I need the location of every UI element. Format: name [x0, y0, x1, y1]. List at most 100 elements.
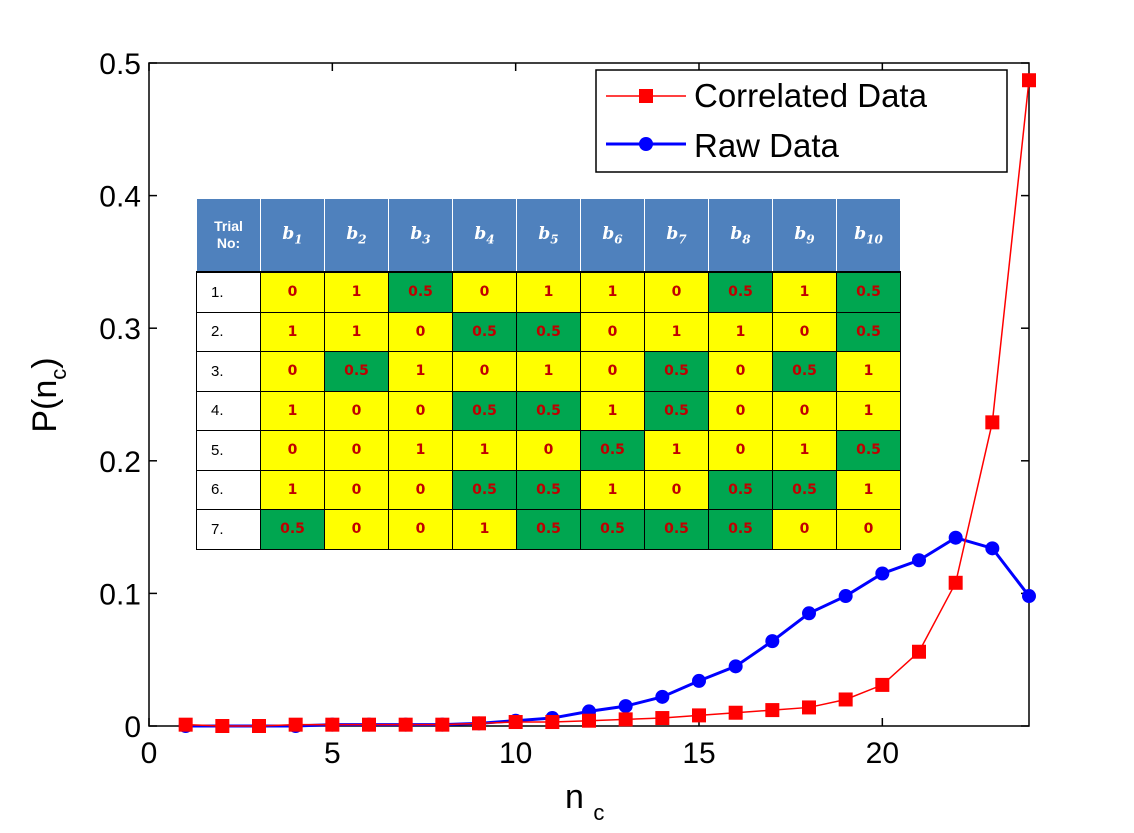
correlated-data-point — [178, 717, 193, 732]
correlated-data-point — [435, 717, 450, 732]
header-trial-no-line: Trial — [214, 218, 243, 234]
raw-data-point — [692, 673, 706, 688]
table-cell: 0.5 — [516, 390, 581, 431]
correlated-data-point — [765, 703, 780, 718]
x-tick-label: 0 — [141, 737, 158, 770]
y-tick-label: 0.2 — [99, 446, 141, 479]
table-cell: 0 — [644, 271, 709, 313]
correlated-data-point — [838, 692, 853, 707]
row-label: 1. — [196, 271, 261, 313]
table-cell: 0.5 — [580, 430, 645, 471]
correlated-data-point — [398, 717, 413, 732]
table-cell: 0 — [388, 469, 453, 510]
raw-data-point — [875, 566, 890, 581]
x-axis-label: n c — [565, 778, 604, 825]
table-cell: 1 — [580, 469, 645, 510]
table-cell: 1 — [836, 390, 901, 431]
table-cell: 0.5 — [708, 509, 773, 550]
raw-data-point — [765, 634, 780, 649]
table-cell: 0 — [452, 271, 517, 313]
raw-data-point — [655, 689, 670, 704]
header-base: b — [666, 223, 679, 244]
table-cell: 0.5 — [260, 509, 325, 550]
legend-marker-raw — [639, 137, 653, 151]
raw-data-point — [912, 553, 926, 568]
correlated-data-point — [985, 415, 1000, 430]
header-sub: 7 — [678, 232, 687, 247]
table-cell: 0.5 — [516, 509, 581, 550]
header-base: b — [854, 223, 867, 244]
header-b2: b2 — [324, 198, 389, 273]
table-cell: 1 — [836, 351, 901, 392]
legend-label-raw: Raw Data — [694, 127, 840, 164]
x-tick-label: 5 — [324, 737, 341, 770]
table-cell: 1 — [388, 430, 453, 471]
table-row: 1. 0 1 0.5 0 1 1 0 0.5 1 0.5 — [196, 271, 901, 313]
table-cell: 0 — [644, 469, 709, 510]
correlated-data-point — [582, 713, 596, 728]
table-cell: 1 — [260, 469, 325, 510]
y-axis-label: P(nc) — [26, 357, 71, 432]
correlated-data-point — [802, 700, 816, 715]
header-sub: 1 — [294, 232, 303, 247]
table-row: 2. 1 1 0 0.5 0.5 0 1 1 0 0.5 — [196, 311, 901, 352]
table-cell: 0 — [388, 390, 453, 431]
table-row: 6. 1 0 0 0.5 0.5 1 0 0.5 0.5 1 — [196, 469, 901, 510]
header-base: b — [282, 223, 295, 244]
table-cell: 1 — [260, 311, 325, 352]
correlated-data-point — [948, 575, 963, 590]
table-cell: 0.5 — [644, 351, 709, 392]
header-base: b — [410, 223, 423, 244]
header-b9: b9 — [772, 198, 837, 273]
table-cell: 1 — [324, 271, 389, 313]
table-cell: 1 — [644, 311, 709, 352]
x-tick-label: 15 — [682, 737, 715, 770]
table-cell: 0 — [708, 351, 773, 392]
correlated-data-point — [215, 719, 230, 733]
x-tick-label: 10 — [499, 737, 532, 770]
table-cell: 1 — [452, 509, 517, 550]
table-row: 7. 0.5 0 0 1 0.5 0.5 0.5 0.5 0 0 — [196, 509, 901, 550]
table-cell: 0.5 — [452, 311, 517, 352]
correlated-data-point — [618, 712, 633, 727]
y-tick-label: 0.1 — [99, 578, 141, 611]
legend: Correlated Data Raw Data — [595, 69, 1008, 173]
table-cell: 0.5 — [836, 430, 901, 471]
raw-data-point — [728, 659, 743, 674]
table-cell: 1 — [516, 351, 581, 392]
table-cell: 0 — [772, 509, 837, 550]
table-cell: 1 — [644, 430, 709, 471]
table-row: 5. 0 0 1 1 0 0.5 1 0 1 0.5 — [196, 430, 901, 471]
table-cell: 0 — [580, 351, 645, 392]
table-cell: 0 — [324, 509, 389, 550]
table-cell: 0 — [708, 390, 773, 431]
header-sub: 5 — [550, 232, 559, 247]
table-cell: 0 — [516, 430, 581, 471]
raw-data-point — [948, 530, 963, 545]
correlated-data-point — [912, 644, 926, 659]
y-axis-label-sub: c — [46, 369, 71, 380]
y-tick-label: 0.4 — [99, 181, 141, 214]
header-sub: 9 — [806, 232, 815, 247]
correlated-data-point — [508, 715, 523, 730]
header-base: b — [538, 223, 551, 244]
correlated-data-point — [472, 716, 486, 731]
header-b8: b8 — [708, 198, 773, 273]
table-cell: 0.5 — [516, 469, 581, 510]
table-cell: 1 — [324, 311, 389, 352]
table-cell: 1 — [580, 271, 645, 313]
table-cell: 0.5 — [644, 509, 709, 550]
table-cell: 0.5 — [452, 469, 517, 510]
table-cell: 1 — [388, 351, 453, 392]
y-tick-label: 0 — [124, 711, 141, 744]
legend-label-correlated: Correlated Data — [694, 77, 928, 114]
table-cell: 0 — [260, 430, 325, 471]
table-cell: 0 — [772, 390, 837, 431]
table-cell: 0 — [580, 311, 645, 352]
table-cell: 0.5 — [452, 390, 517, 431]
raw-data-point — [985, 541, 1000, 556]
table-cell: 0 — [452, 351, 517, 392]
header-sub: 8 — [742, 232, 751, 247]
header-base: b — [474, 223, 487, 244]
